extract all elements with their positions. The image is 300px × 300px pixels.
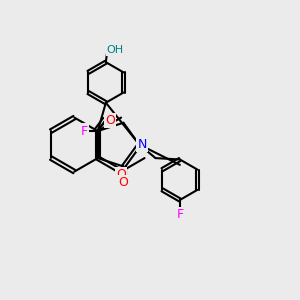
Text: F: F — [81, 124, 88, 138]
Text: O: O — [118, 176, 128, 189]
Text: O: O — [116, 168, 126, 181]
Text: N: N — [137, 138, 147, 151]
Text: F: F — [176, 208, 183, 221]
Text: OH: OH — [107, 45, 124, 55]
Text: O: O — [105, 114, 115, 127]
